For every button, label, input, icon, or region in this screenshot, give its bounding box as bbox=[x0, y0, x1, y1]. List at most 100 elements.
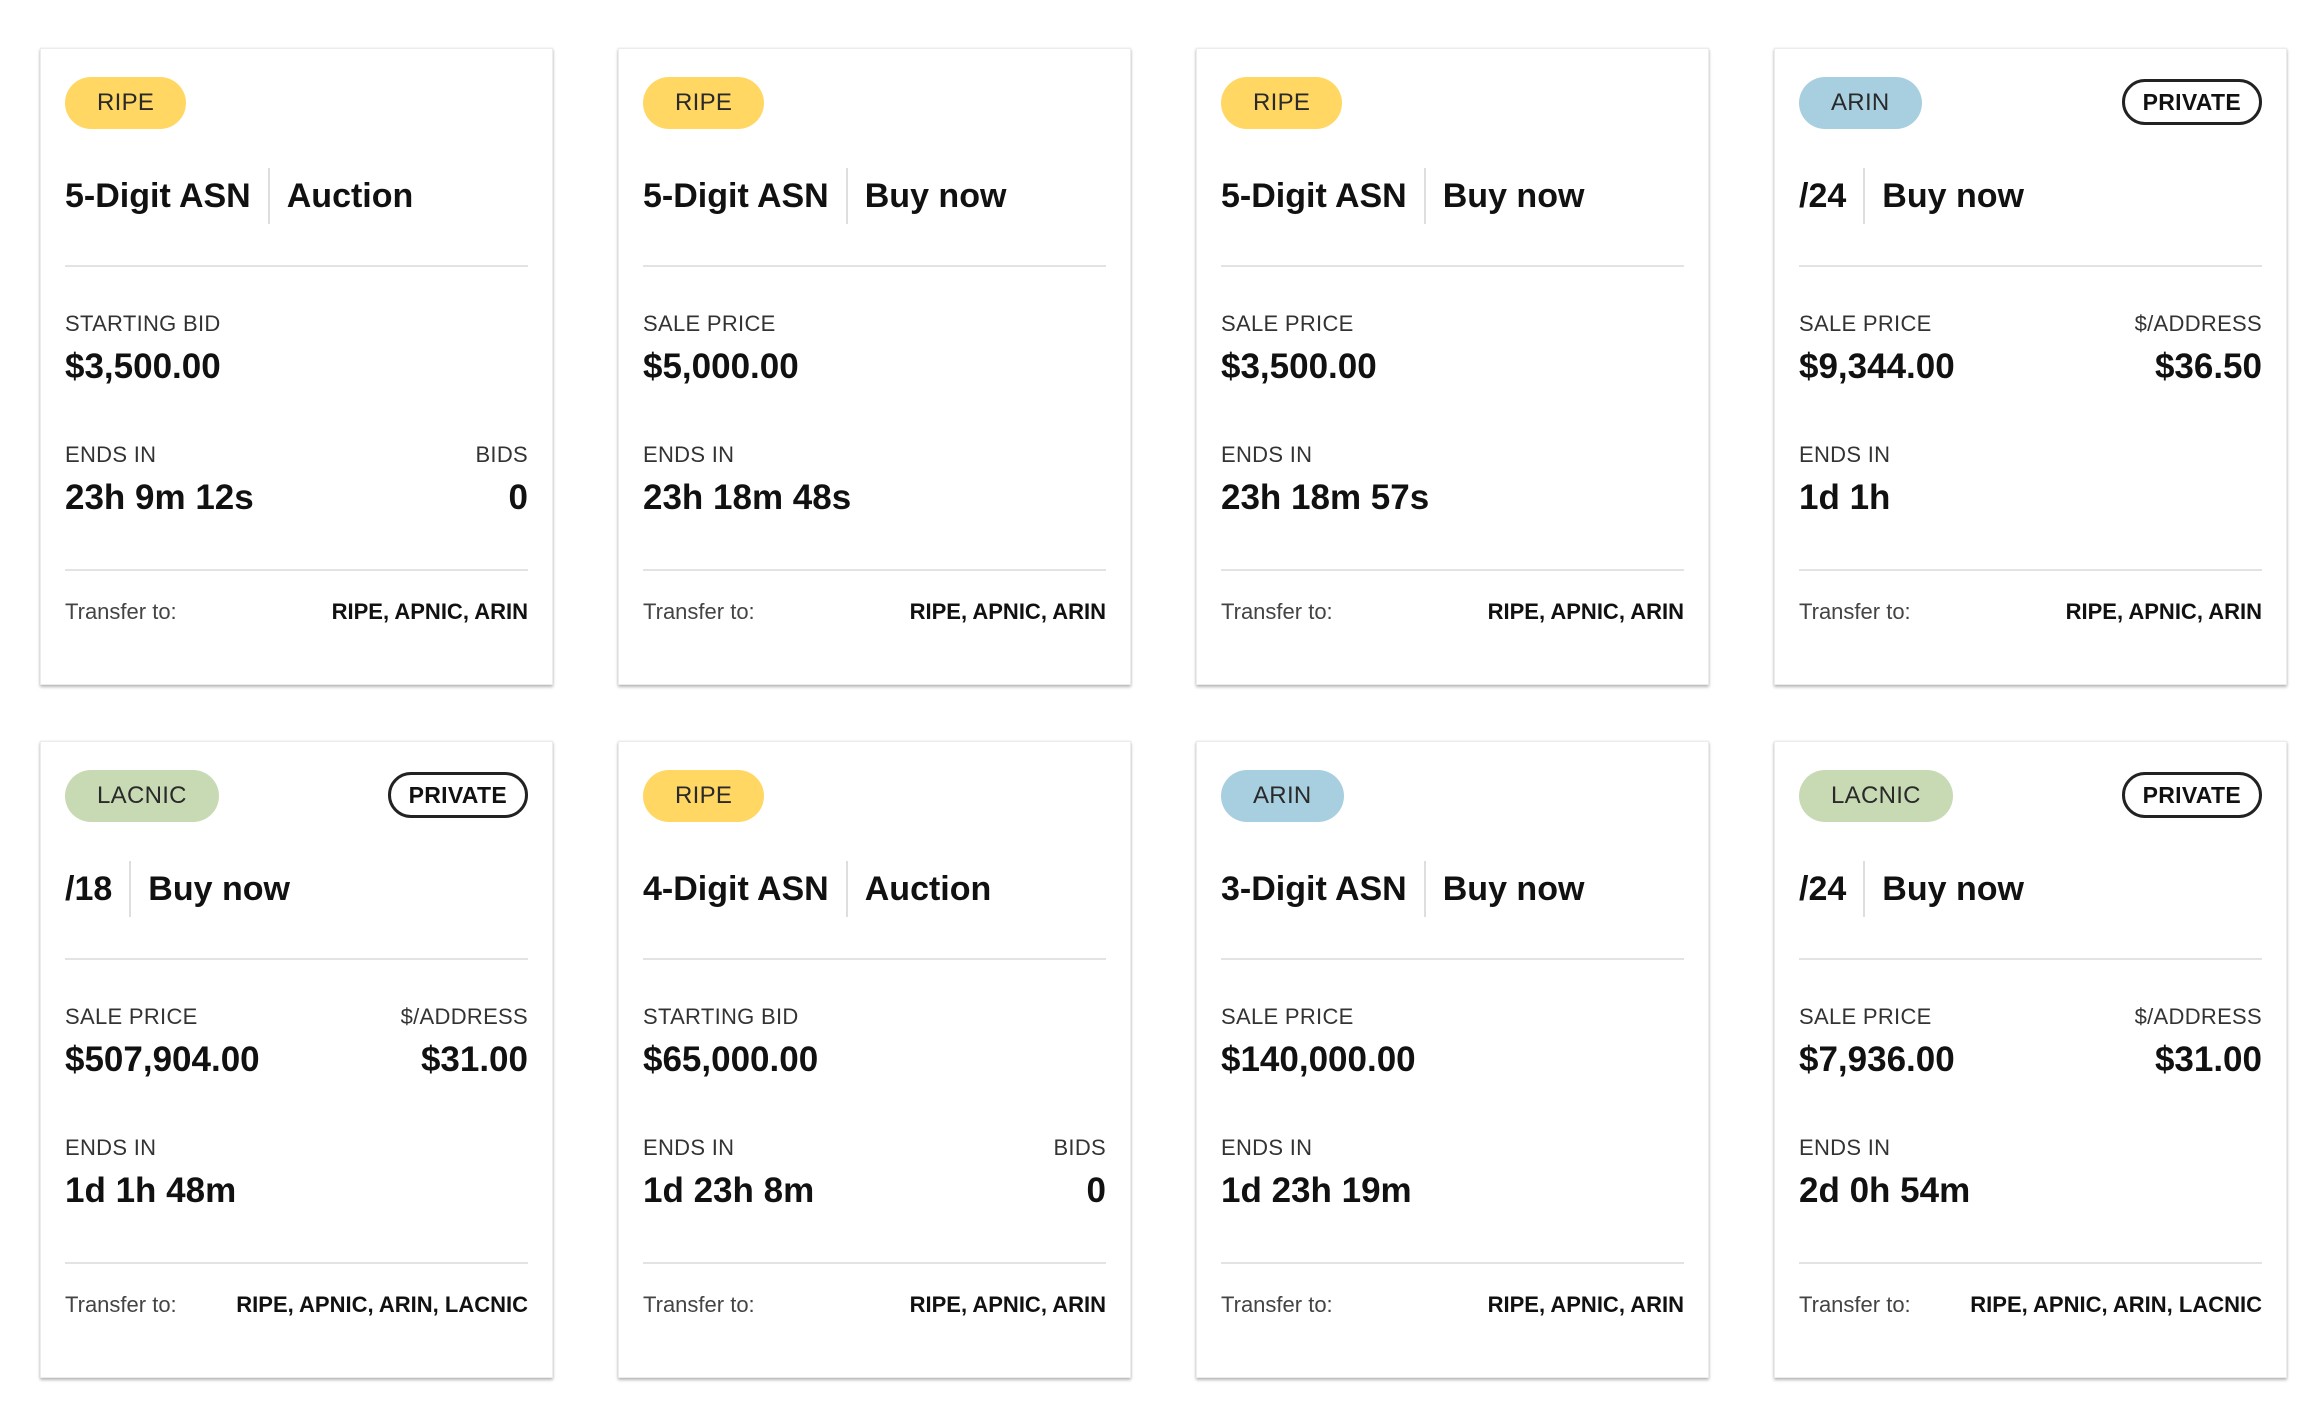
card-header: RIPE bbox=[643, 77, 1106, 129]
ends-in-label: ENDS IN bbox=[1221, 1135, 1313, 1160]
divider bbox=[643, 265, 1106, 267]
price-label: STARTING BID bbox=[65, 311, 221, 336]
price-value: $140,000.00 bbox=[1221, 1040, 1416, 1079]
transfer-to-value: RIPE, APNIC, ARIN bbox=[2065, 599, 2262, 624]
listing-card[interactable]: RIPE 5-Digit ASN Buy now SALE PRICE $5,0… bbox=[618, 48, 1131, 685]
ends-in-label: ENDS IN bbox=[643, 442, 735, 467]
sale-type: Buy now bbox=[1442, 870, 1585, 908]
sale-type: Buy now bbox=[1882, 870, 2024, 908]
card-header: LACNIC PRIVATE bbox=[1799, 770, 2262, 822]
per-address-label: $/ADDRESS bbox=[2134, 1004, 2262, 1029]
divider bbox=[643, 569, 1106, 571]
transfer-to-value: RIPE, APNIC, ARIN bbox=[909, 599, 1106, 624]
ends-in-label: ENDS IN bbox=[65, 1135, 157, 1160]
divider bbox=[65, 265, 528, 267]
price-value: $5,000.00 bbox=[643, 347, 799, 386]
private-badge: PRIVATE bbox=[2121, 79, 2262, 125]
ends-in-label: ENDS IN bbox=[65, 442, 157, 467]
rir-badge: LACNIC bbox=[1799, 770, 1953, 822]
card-title: /18 Buy now bbox=[65, 860, 528, 918]
listing-card[interactable]: LACNIC PRIVATE /18 Buy now SALE PRICE $5… bbox=[40, 741, 553, 1378]
transfer-to-value: RIPE, APNIC, ARIN bbox=[1487, 599, 1684, 624]
divider bbox=[643, 958, 1106, 960]
ends-in-value: 1d 23h 8m bbox=[643, 1171, 815, 1210]
ends-in-label: ENDS IN bbox=[1221, 442, 1313, 467]
transfer-label: Transfer to: bbox=[643, 599, 755, 624]
card-header: RIPE bbox=[643, 770, 1106, 822]
card-header: RIPE bbox=[65, 77, 528, 129]
listing-card[interactable]: RIPE 4-Digit ASN Auction STARTING BID $6… bbox=[618, 741, 1131, 1378]
sale-type: Buy now bbox=[1882, 177, 2024, 215]
divider bbox=[1799, 569, 2262, 571]
price-value: $7,936.00 bbox=[1799, 1040, 1955, 1079]
per-address-label: $/ADDRESS bbox=[2134, 311, 2262, 336]
card-title: /24 Buy now bbox=[1799, 167, 2262, 225]
transfer-label: Transfer to: bbox=[1799, 1292, 1911, 1317]
price-value: $3,500.00 bbox=[65, 347, 221, 386]
transfer-to-value: RIPE, APNIC, ARIN, LACNIC bbox=[236, 1292, 528, 1317]
listing-card[interactable]: RIPE 5-Digit ASN Buy now SALE PRICE $3,5… bbox=[1196, 48, 1709, 685]
ends-in-value: 2d 0h 54m bbox=[1799, 1171, 1971, 1210]
rir-badge: ARIN bbox=[1221, 770, 1344, 822]
rir-badge: RIPE bbox=[65, 77, 187, 129]
bids-value: 0 bbox=[508, 478, 528, 517]
item-type: 5-Digit ASN bbox=[65, 168, 270, 224]
item-type: 5-Digit ASN bbox=[643, 168, 848, 224]
listing-card[interactable]: ARIN 3-Digit ASN Buy now SALE PRICE $140… bbox=[1196, 741, 1709, 1378]
private-badge: PRIVATE bbox=[2121, 772, 2262, 818]
transfer-label: Transfer to: bbox=[1799, 599, 1911, 624]
divider bbox=[1799, 265, 2262, 267]
bids-label: BIDS bbox=[475, 442, 528, 467]
listing-grid: RIPE 5-Digit ASN Auction STARTING BID $3… bbox=[40, 48, 2290, 1378]
sale-type: Buy now bbox=[1442, 177, 1585, 215]
card-title: 4-Digit ASN Auction bbox=[643, 860, 1106, 918]
transfer-label: Transfer to: bbox=[1221, 1292, 1333, 1317]
listing-card[interactable]: LACNIC PRIVATE /24 Buy now SALE PRICE $7… bbox=[1774, 741, 2287, 1378]
transfer-to-value: RIPE, APNIC, ARIN bbox=[331, 599, 528, 624]
sale-type: Auction bbox=[864, 870, 992, 908]
card-header: RIPE bbox=[1221, 77, 1684, 129]
item-type: 3-Digit ASN bbox=[1221, 861, 1426, 917]
transfer-label: Transfer to: bbox=[1221, 599, 1333, 624]
ends-in-value: 1d 23h 19m bbox=[1221, 1171, 1412, 1210]
sale-type: Auction bbox=[286, 177, 414, 215]
rir-badge: LACNIC bbox=[65, 770, 219, 822]
listing-card[interactable]: RIPE 5-Digit ASN Auction STARTING BID $3… bbox=[40, 48, 553, 685]
card-title: 5-Digit ASN Buy now bbox=[643, 167, 1106, 225]
item-type: /18 bbox=[65, 861, 132, 917]
ends-in-value: 1d 1h bbox=[1799, 478, 1891, 517]
transfer-label: Transfer to: bbox=[643, 1292, 755, 1317]
card-title: 3-Digit ASN Buy now bbox=[1221, 860, 1684, 918]
private-badge: PRIVATE bbox=[387, 772, 528, 818]
card-title: 5-Digit ASN Buy now bbox=[1221, 167, 1684, 225]
ends-in-label: ENDS IN bbox=[643, 1135, 735, 1160]
card-header: ARIN PRIVATE bbox=[1799, 77, 2262, 129]
divider bbox=[1799, 1262, 2262, 1264]
ends-in-value: 23h 18m 57s bbox=[1221, 478, 1430, 517]
rir-badge: RIPE bbox=[643, 770, 765, 822]
per-address-value: $36.50 bbox=[2154, 347, 2262, 386]
bids-value: 0 bbox=[1086, 1171, 1106, 1210]
divider bbox=[1799, 958, 2262, 960]
rir-badge: ARIN bbox=[1799, 77, 1922, 129]
ends-in-label: ENDS IN bbox=[1799, 1135, 1891, 1160]
ends-in-value: 23h 9m 12s bbox=[65, 478, 254, 517]
per-address-value: $31.00 bbox=[2154, 1040, 2262, 1079]
divider bbox=[643, 1262, 1106, 1264]
price-value: $9,344.00 bbox=[1799, 347, 1955, 386]
divider bbox=[1221, 958, 1684, 960]
per-address-label: $/ADDRESS bbox=[400, 1004, 528, 1029]
listing-card[interactable]: ARIN PRIVATE /24 Buy now SALE PRICE $9,3… bbox=[1774, 48, 2287, 685]
price-label: SALE PRICE bbox=[65, 1004, 198, 1029]
ends-in-value: 23h 18m 48s bbox=[643, 478, 852, 517]
card-header: ARIN bbox=[1221, 770, 1684, 822]
per-address-value: $31.00 bbox=[420, 1040, 528, 1079]
price-value: $507,904.00 bbox=[65, 1040, 260, 1079]
card-header: LACNIC PRIVATE bbox=[65, 770, 528, 822]
price-label: SALE PRICE bbox=[1221, 311, 1354, 336]
price-label: SALE PRICE bbox=[1799, 1004, 1932, 1029]
price-value: $3,500.00 bbox=[1221, 347, 1377, 386]
divider bbox=[65, 569, 528, 571]
item-type: 5-Digit ASN bbox=[1221, 168, 1426, 224]
rir-badge: RIPE bbox=[1221, 77, 1343, 129]
